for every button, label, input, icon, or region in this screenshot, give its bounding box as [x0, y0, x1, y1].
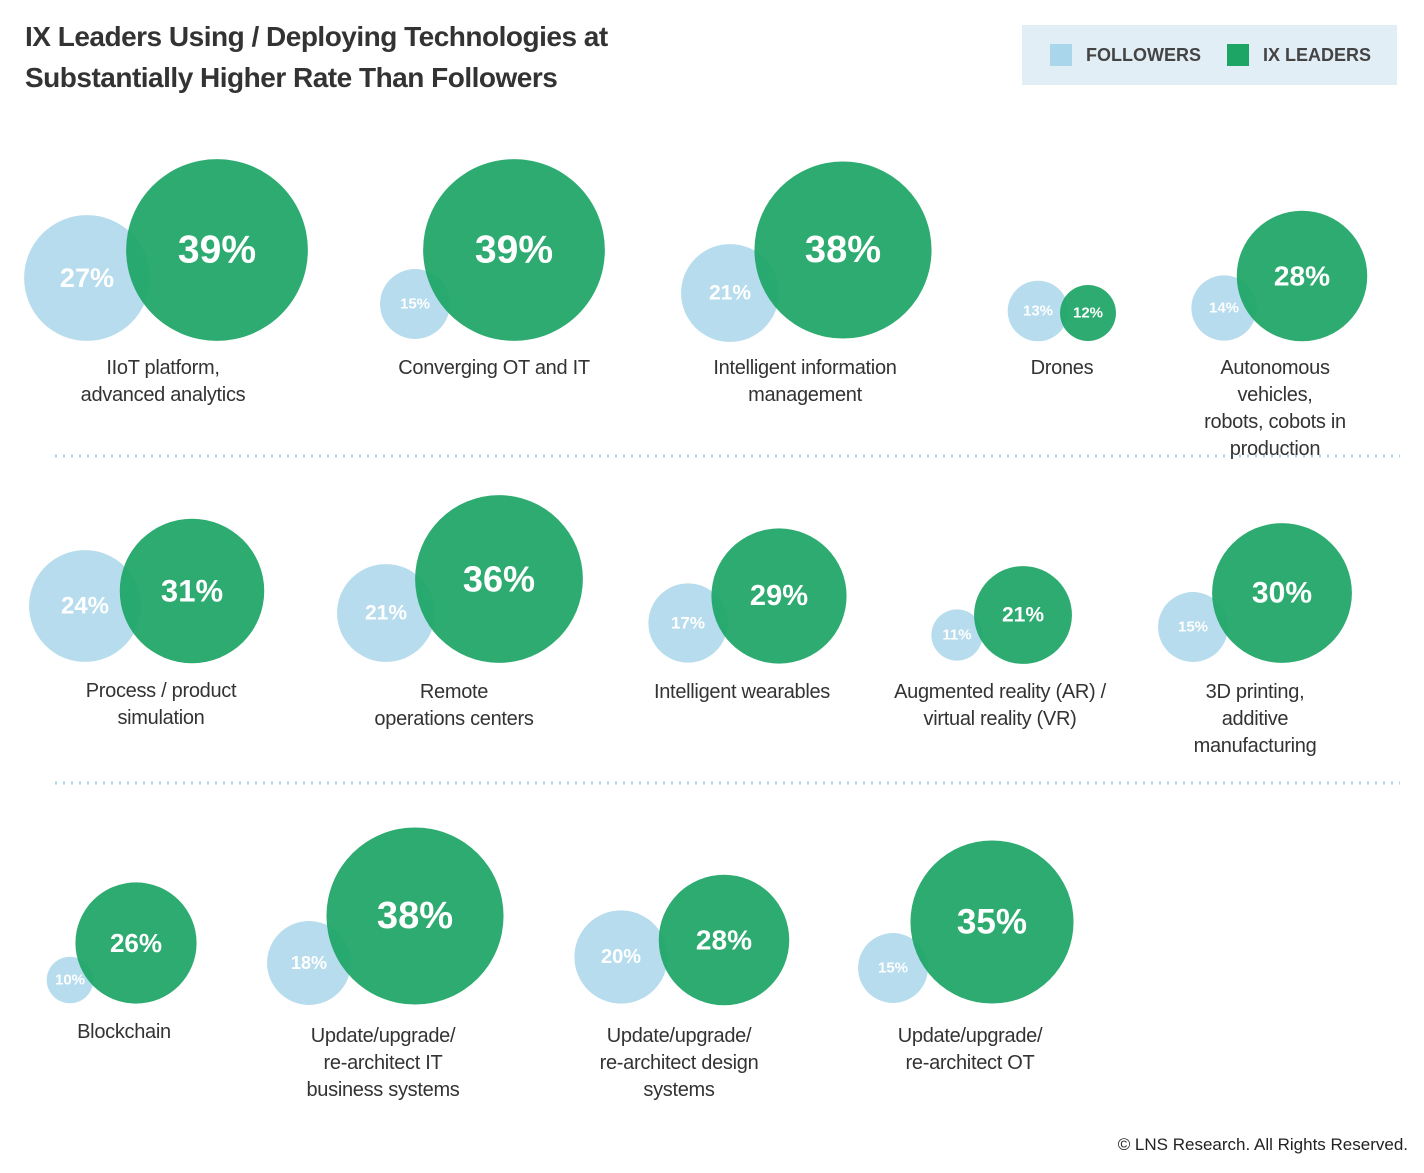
value-label: 21% — [709, 282, 751, 305]
bubble — [326, 827, 504, 1005]
bubble — [910, 840, 1074, 1004]
bubble — [29, 550, 141, 662]
value-label: 13% — [1023, 303, 1053, 320]
bubble — [574, 910, 668, 1004]
bubble — [126, 159, 308, 341]
category-label: Augmented reality (AR) / virtual reality… — [894, 681, 1106, 730]
category-label: Update/upgrade/ re-architect design syst… — [599, 1025, 759, 1101]
bubble — [711, 528, 847, 664]
value-label: 38% — [377, 895, 453, 937]
category-label: Update/upgrade/ re-architect OT — [897, 1025, 1043, 1074]
legend-label: IX LEADERS — [1263, 44, 1372, 65]
bubble — [1236, 210, 1368, 342]
legend-item: FOLLOWERS — [1050, 44, 1201, 66]
value-label: 12% — [1073, 305, 1103, 322]
value-label: 36% — [463, 559, 535, 600]
category-label: IIoT platform, advanced analytics — [80, 357, 246, 406]
bubble — [1212, 523, 1352, 663]
value-label: 28% — [696, 925, 752, 956]
category-label: 3D printing, additive manufacturing — [1193, 681, 1317, 757]
bubble — [75, 882, 197, 1004]
category-label: Intelligent information management — [713, 357, 897, 406]
value-label: 31% — [161, 574, 223, 609]
bubble — [1007, 280, 1069, 342]
value-label: 39% — [475, 229, 553, 272]
value-label: 24% — [61, 593, 109, 620]
value-label: 20% — [601, 946, 641, 968]
bubble — [681, 244, 779, 342]
bubble — [931, 609, 983, 661]
value-label: 10% — [55, 972, 85, 989]
value-label: 30% — [1252, 577, 1312, 610]
legend-item: IX LEADERS — [1227, 44, 1371, 66]
bubble — [267, 921, 351, 1005]
value-label: 29% — [750, 580, 808, 612]
category-label: Blockchain — [77, 1021, 171, 1043]
value-label: 14% — [1209, 300, 1239, 317]
value-label: 39% — [178, 229, 256, 272]
bubble — [754, 161, 932, 339]
bubble — [24, 215, 150, 341]
category-label: Process / product simulation — [85, 680, 237, 729]
value-label: 35% — [957, 903, 1027, 942]
bubble — [658, 874, 790, 1006]
bubble — [974, 566, 1072, 664]
value-label: 15% — [1178, 619, 1208, 636]
bubble — [858, 933, 928, 1003]
value-label: 21% — [365, 602, 407, 625]
category-label: Drones — [1030, 357, 1094, 379]
category-label: Autonomous vehicles, robots, cobots in p… — [1204, 357, 1346, 460]
category-label: Converging OT and IT — [398, 357, 590, 379]
value-label: 17% — [671, 614, 705, 633]
bubble — [648, 583, 728, 663]
category-label: Remote operations centers — [374, 681, 534, 730]
value-label: 21% — [1002, 604, 1044, 627]
bubble — [423, 159, 605, 341]
value-label: 38% — [805, 229, 881, 271]
value-label: 27% — [60, 263, 114, 293]
value-label: 15% — [878, 960, 908, 977]
legend-swatch — [1227, 44, 1249, 66]
source: © LNS Research. All Rights Reserved. — [1117, 1135, 1408, 1154]
bubble — [1060, 285, 1116, 341]
legend-swatch — [1050, 44, 1072, 66]
value-label: 26% — [110, 928, 162, 958]
category-label: Intelligent wearables — [653, 681, 831, 703]
category-label: Update/upgrade/ re-architect IT business… — [306, 1025, 460, 1101]
bubble — [1158, 592, 1228, 662]
legend-label: FOLLOWERS — [1086, 44, 1201, 65]
bubble — [415, 495, 583, 663]
chart-title: IX Leaders Using / Deploying Technologie… — [25, 21, 608, 93]
bubble — [337, 564, 435, 662]
value-label: 11% — [942, 627, 971, 644]
value-label: 15% — [400, 296, 430, 313]
value-label: 18% — [291, 953, 327, 973]
bubble — [119, 518, 265, 664]
legend: FOLLOWERS IX LEADERS — [1022, 25, 1397, 85]
value-label: 28% — [1274, 261, 1330, 292]
